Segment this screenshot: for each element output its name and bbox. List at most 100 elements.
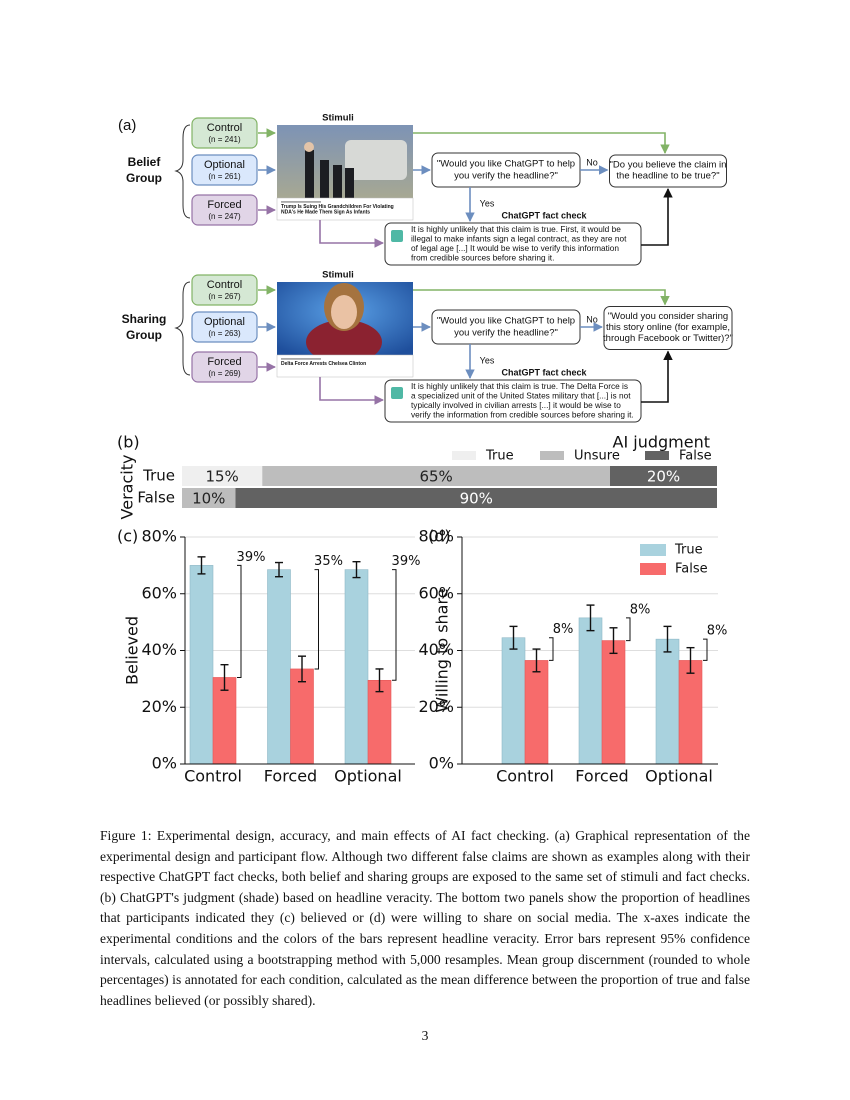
fact-check-text: It is highly unlikely that this claim is… bbox=[411, 381, 628, 391]
fact-check-box bbox=[384, 222, 642, 266]
y-tick-label: 40% bbox=[141, 640, 177, 659]
value-label: 90% bbox=[460, 490, 493, 508]
fact-check-text: verify the information from credible sou… bbox=[411, 410, 634, 420]
legend-swatch bbox=[640, 544, 666, 556]
image-detail bbox=[345, 168, 354, 198]
bar bbox=[344, 569, 369, 765]
error-bar bbox=[663, 625, 672, 653]
x-tick-label: Forced bbox=[575, 767, 628, 786]
no-label: No bbox=[586, 157, 598, 167]
image-detail bbox=[306, 320, 382, 364]
headline-source bbox=[281, 358, 321, 360]
y-tick-label: 20% bbox=[141, 697, 177, 716]
bar-segment bbox=[262, 466, 610, 486]
fact-check-text: of legal age [...] It would be wise to v… bbox=[411, 243, 619, 253]
image-detail bbox=[304, 142, 314, 152]
y-tick-label: 80% bbox=[141, 527, 177, 546]
condition-n: (n = 247) bbox=[208, 212, 241, 221]
fact-check-box bbox=[384, 379, 642, 423]
fact-check-title: ChatGPT fact check bbox=[501, 367, 587, 377]
y-axis-label: Veracity bbox=[118, 455, 137, 520]
condition-box bbox=[191, 311, 258, 343]
headline: Delta Force Arrests Chelsea Clinton bbox=[281, 361, 366, 367]
bar bbox=[678, 660, 703, 765]
image-detail bbox=[331, 295, 357, 329]
discernment-label: 8% bbox=[707, 624, 728, 639]
bar bbox=[601, 640, 626, 765]
error-bar bbox=[586, 604, 595, 632]
x-tick-label: Control bbox=[184, 767, 242, 786]
fact-check-text: from credible sources before sharing it. bbox=[411, 253, 554, 263]
bar-segment bbox=[182, 466, 263, 486]
bar-segment bbox=[235, 488, 717, 508]
discernment-bracket bbox=[392, 569, 397, 681]
condition-name: Control bbox=[207, 122, 242, 134]
x-tick-label: Optional bbox=[645, 767, 713, 786]
y-axis-label: Willing to share bbox=[433, 588, 452, 712]
ask-text: you verify the headline?" bbox=[454, 171, 558, 182]
chatgpt-icon bbox=[391, 387, 403, 399]
image-detail bbox=[320, 160, 329, 198]
discernment-label: 39% bbox=[392, 554, 421, 569]
question-text: this story online (for example, bbox=[606, 322, 730, 333]
fact-check-text: typically involved in civilian arrests [… bbox=[411, 400, 621, 410]
headline: NDA's He Made Them Sign As Infants bbox=[281, 209, 370, 215]
condition-box bbox=[191, 154, 258, 186]
fact-check-title: ChatGPT fact check bbox=[501, 210, 587, 220]
panel-label: (a) bbox=[118, 117, 136, 134]
error-bar bbox=[352, 560, 361, 579]
error-bar bbox=[197, 556, 206, 575]
chatgpt-icon bbox=[391, 230, 403, 242]
discernment-bracket bbox=[626, 617, 631, 642]
question-text: through Facebook or Twitter)?" bbox=[603, 333, 733, 344]
value-label: 20% bbox=[647, 468, 680, 486]
discernment-bracket bbox=[703, 638, 708, 661]
error-bar bbox=[298, 655, 306, 683]
group-name: Group bbox=[126, 328, 162, 342]
image-detail bbox=[305, 150, 314, 198]
brace bbox=[174, 124, 191, 219]
y-tick-label: 40% bbox=[418, 640, 454, 659]
arrow bbox=[319, 220, 384, 248]
fact-check-text: a specialized unit of the United States … bbox=[411, 391, 631, 401]
condition-name: Optional bbox=[204, 316, 245, 328]
question-text: the headline to be true?" bbox=[616, 171, 719, 182]
legend-label: True bbox=[485, 449, 514, 464]
group-name: Belief bbox=[128, 155, 162, 169]
legend-swatch bbox=[645, 451, 669, 460]
legend-label: True bbox=[674, 543, 703, 558]
condition-n: (n = 241) bbox=[208, 135, 241, 144]
condition-n: (n = 267) bbox=[208, 292, 241, 301]
bar bbox=[501, 637, 526, 765]
panel-label: (c) bbox=[117, 527, 138, 546]
panel-label: (b) bbox=[117, 433, 140, 452]
yes-label: Yes bbox=[480, 198, 495, 208]
error-bar bbox=[375, 668, 384, 693]
error-bar bbox=[220, 663, 229, 691]
y-tick-label: True bbox=[142, 467, 175, 485]
panel-label: (d) bbox=[428, 527, 451, 546]
bar bbox=[290, 668, 314, 765]
discernment-label: 8% bbox=[630, 602, 651, 617]
condition-name: Control bbox=[207, 279, 242, 291]
arrow bbox=[641, 188, 673, 246]
image-detail bbox=[345, 140, 407, 180]
value-label: 15% bbox=[205, 468, 238, 486]
condition-box bbox=[191, 194, 258, 226]
y-tick-label: 0% bbox=[429, 754, 454, 773]
question-box bbox=[603, 306, 733, 350]
discernment-bracket bbox=[237, 564, 242, 678]
x-tick-label: Forced bbox=[264, 767, 317, 786]
arrow bbox=[641, 350, 673, 403]
legend-swatch bbox=[452, 451, 476, 460]
x-tick-label: Optional bbox=[334, 767, 402, 786]
error-bar bbox=[609, 627, 618, 655]
yes-label: Yes bbox=[480, 355, 495, 365]
group-name: Sharing bbox=[122, 312, 167, 326]
y-tick-label: 80% bbox=[418, 527, 454, 546]
question-text: "Would you consider sharing bbox=[608, 311, 728, 322]
fact-check-text: illegal to make infants sign a legal con… bbox=[411, 234, 627, 244]
